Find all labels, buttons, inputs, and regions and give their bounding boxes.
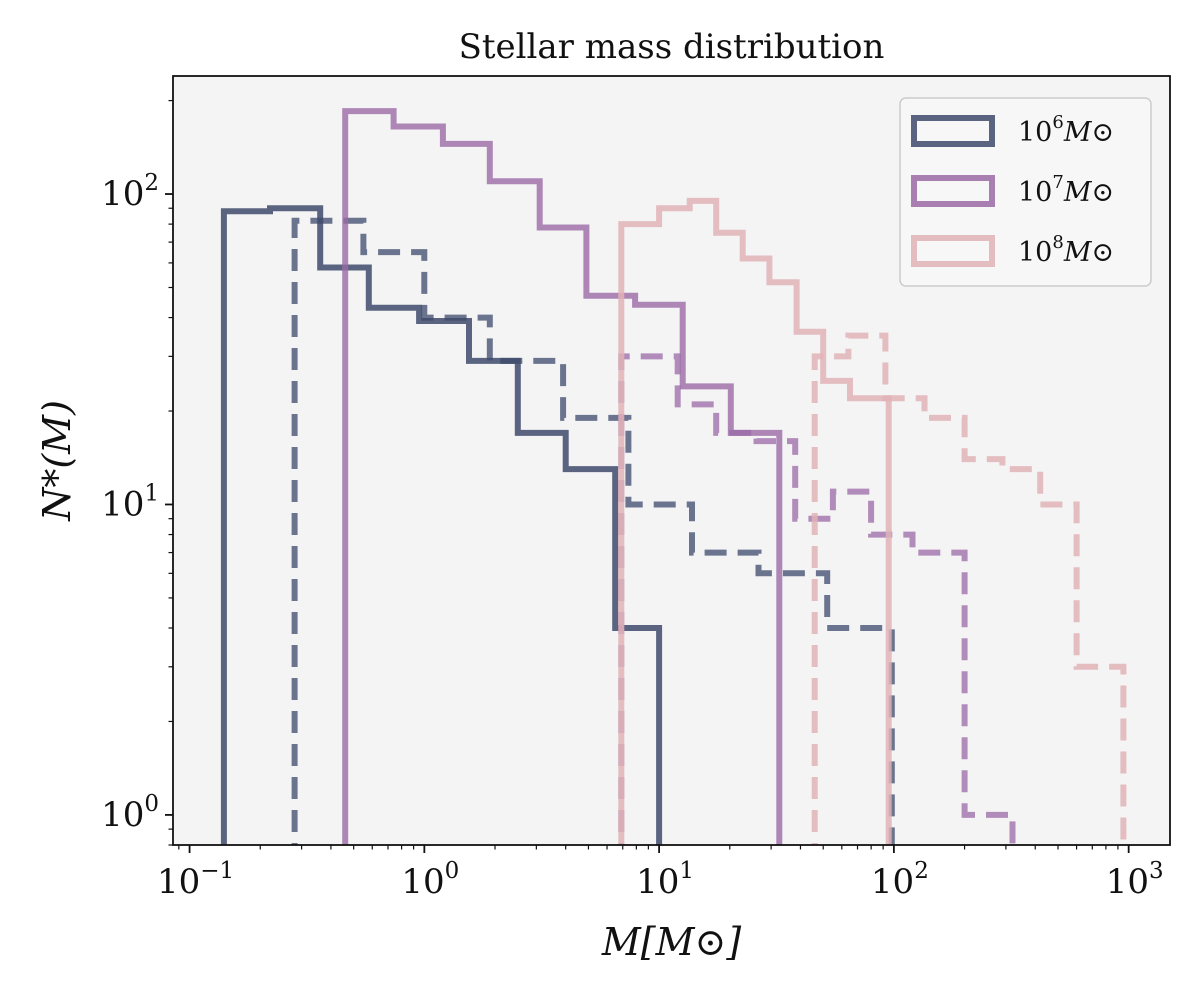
y-tick-label: 101 — [101, 480, 159, 524]
x-tick-base: 10 — [636, 862, 679, 902]
y-tick-exponent: 1 — [144, 480, 159, 506]
x-tick-label: 103 — [1106, 858, 1164, 902]
y-tick-base: 10 — [101, 795, 144, 835]
legend-label-exponent: 7 — [1052, 172, 1063, 193]
x-tick-label: 100 — [401, 858, 459, 902]
x-tick-base: 10 — [871, 862, 914, 902]
plot-frame — [172, 75, 1171, 846]
legend-label-unit: M⊙ — [1063, 177, 1114, 208]
legend-swatch-0 — [911, 115, 995, 147]
y-tick-base: 10 — [101, 174, 144, 214]
y-tick-label: 102 — [101, 170, 159, 214]
legend-label-exponent: 8 — [1052, 232, 1063, 253]
legend-label-base: 10 — [1018, 177, 1052, 208]
legend-swatch-1 — [911, 175, 995, 207]
y-tick-label: 100 — [101, 791, 159, 835]
legend-label-unit: M⊙ — [1063, 117, 1114, 148]
x-tick-exponent: 0 — [445, 858, 460, 884]
x-tick-base: 10 — [1106, 862, 1149, 902]
x-tick-exponent: −1 — [200, 858, 234, 884]
series-line-2 — [342, 108, 783, 845]
legend-label-base: 10 — [1018, 237, 1052, 268]
series-line-0 — [220, 205, 663, 845]
y-tick-base: 10 — [101, 484, 144, 524]
series-line-4 — [618, 197, 892, 845]
legend-label-exponent: 6 — [1052, 112, 1063, 133]
legend-label-1: 107M⊙ — [1018, 172, 1114, 208]
x-tick-base: 10 — [401, 862, 444, 902]
x-axis-label: M[M⊙] — [601, 920, 741, 964]
series-layer — [220, 108, 1127, 845]
series-line-1 — [291, 217, 895, 845]
y-tick-exponent: 2 — [144, 170, 159, 196]
chart-title: Stellar mass distribution — [459, 27, 885, 67]
x-tick-exponent: 1 — [679, 858, 694, 884]
legend-items: 106M⊙107M⊙108M⊙ — [911, 112, 1114, 268]
legend-label-unit: M⊙ — [1063, 237, 1114, 268]
x-tick-base: 10 — [157, 862, 200, 902]
ticks-layer — [165, 99, 1130, 853]
legend-swatch-2 — [911, 235, 995, 267]
legend-label-base: 10 — [1018, 117, 1052, 148]
y-tick-exponent: 0 — [144, 791, 159, 817]
x-tick-label: 101 — [636, 858, 694, 902]
y-axis-label: N*(M) — [35, 400, 79, 522]
x-tick-label: 102 — [871, 858, 929, 902]
legend-label-2: 108M⊙ — [1018, 232, 1114, 268]
legend: 106M⊙107M⊙108M⊙ — [899, 97, 1152, 287]
legend-label-0: 106M⊙ — [1018, 112, 1114, 148]
x-tick-label: 10−1 — [157, 858, 234, 902]
x-tick-exponent: 3 — [1149, 858, 1164, 884]
x-tick-exponent: 2 — [914, 858, 929, 884]
